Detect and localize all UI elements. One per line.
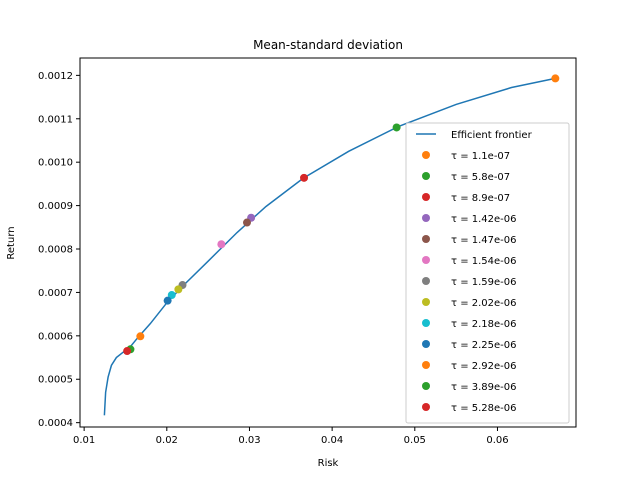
legend-marker — [422, 151, 430, 159]
data-point — [167, 291, 176, 300]
legend-marker — [422, 361, 430, 369]
y-tick-label: 0.0004 — [38, 418, 73, 429]
legend-box — [405, 122, 570, 424]
x-tick-label: 0.05 — [404, 435, 426, 446]
data-point — [174, 285, 183, 294]
x-tick-label: 0.02 — [156, 435, 178, 446]
data-point — [392, 123, 401, 132]
data-point — [123, 347, 132, 356]
legend-marker — [422, 298, 430, 306]
legend-marker — [422, 382, 430, 390]
legend-marker — [422, 235, 430, 243]
legend-label: τ = 1.1e-07 — [451, 151, 510, 162]
legend-label: τ = 1.59e-06 — [451, 277, 517, 288]
legend-label: τ = 2.18e-06 — [451, 319, 517, 330]
legend-marker — [422, 277, 430, 285]
y-tick-label: 0.0005 — [38, 375, 73, 386]
legend-marker — [422, 340, 430, 348]
chart-title: Mean-standard deviation — [253, 38, 403, 52]
x-axis: 0.01 0.02 0.03 0.04 0.05 0.06 — [73, 427, 509, 446]
y-tick-label: 0.0006 — [38, 331, 73, 342]
legend-label: τ = 5.8e-07 — [451, 172, 510, 183]
y-axis-label: Return — [6, 226, 17, 259]
x-tick-label: 0.03 — [238, 435, 260, 446]
y-tick-label: 0.0009 — [38, 201, 73, 212]
legend: Efficient frontier τ = 1.1e-07 τ = 5.8e-07… — [405, 122, 570, 424]
data-point — [217, 240, 226, 249]
legend-label: τ = 2.92e-06 — [451, 361, 517, 372]
data-point — [163, 296, 172, 305]
y-tick-label: 0.0008 — [38, 245, 73, 256]
legend-label: τ = 1.42e-06 — [451, 214, 517, 225]
legend-label: τ = 1.47e-06 — [451, 235, 517, 246]
legend-label: τ = 8.9e-07 — [451, 193, 510, 204]
legend-marker — [422, 256, 430, 264]
x-tick-label: 0.01 — [73, 435, 95, 446]
y-tick-label: 0.0012 — [38, 71, 73, 82]
legend-label: τ = 2.02e-06 — [451, 298, 517, 309]
legend-marker — [422, 193, 430, 201]
y-axis: 0.0004 0.0005 0.0006 0.0007 0.0008 0.0009 0.00… — [38, 71, 80, 429]
plot-frame — [79, 57, 577, 428]
data-point — [242, 218, 251, 227]
data-point — [136, 332, 145, 341]
y-tick-label: 0.0011 — [38, 114, 73, 125]
data-point — [300, 173, 309, 182]
x-axis-label: Risk — [318, 458, 339, 469]
legend-label: τ = 1.54e-06 — [451, 256, 517, 267]
legend-label: Efficient frontier — [451, 130, 533, 141]
legend-label: τ = 2.25e-06 — [451, 340, 517, 351]
legend-marker — [422, 319, 430, 327]
data-point — [551, 74, 560, 83]
legend-marker — [422, 172, 430, 180]
plot-area — [103, 74, 560, 416]
y-tick-label: 0.0010 — [38, 158, 73, 169]
legend-marker — [422, 403, 430, 411]
x-tick-label: 0.06 — [486, 435, 508, 446]
legend-marker — [422, 214, 430, 222]
y-tick-label: 0.0007 — [38, 288, 73, 299]
x-tick-label: 0.04 — [321, 435, 343, 446]
legend-label: τ = 3.89e-06 — [451, 382, 517, 393]
legend-label: τ = 5.28e-06 — [451, 403, 517, 414]
